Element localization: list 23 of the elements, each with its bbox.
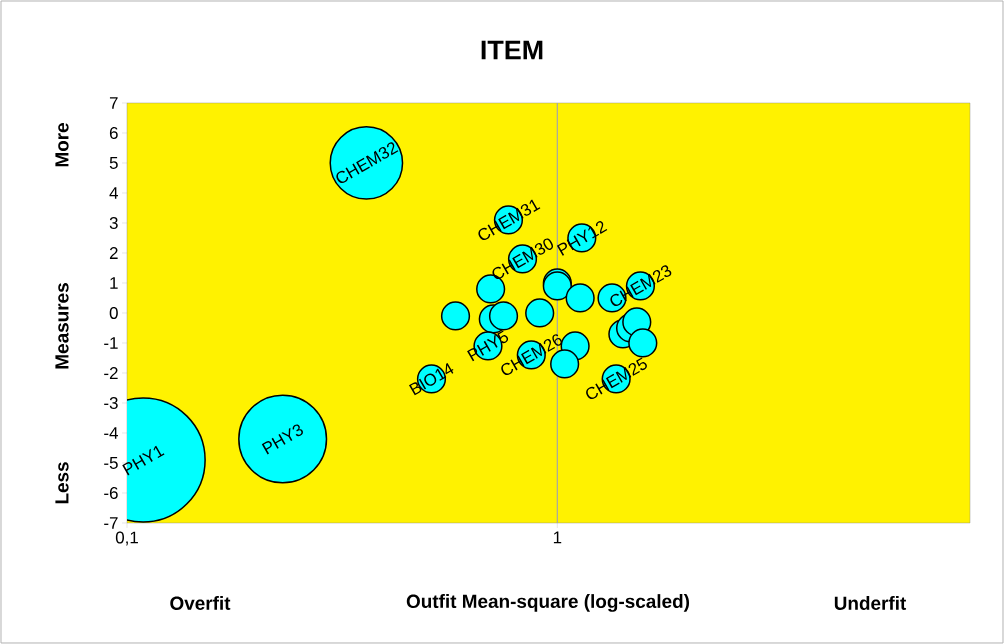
y-tick-label: -3 [104,396,118,409]
y-tick-label: -1 [104,337,118,349]
y-axis-title: Measures [55,283,69,369]
x-tick-label: 0,1 [115,531,138,546]
text: Overfit [170,596,231,610]
text: Underfit [834,596,907,610]
y-tick-label: 5 [109,157,118,169]
text: Less [55,462,69,504]
y-tick-label: 2 [109,247,118,259]
text: More [55,123,69,167]
y-tick-label: -5 [104,457,118,469]
x-axis-title: Outfit Mean-square (log-scaled) [406,594,690,612]
y-tick-label: 7 [109,97,118,109]
y-tick-label: 1 [110,277,118,289]
y-tick-label: -6 [104,486,118,499]
y-tick-label: 4 [109,187,118,199]
y-tick-label: 0 [109,306,118,319]
y-tick-label: 6 [109,126,118,139]
y-tick-label: -4 [104,427,118,439]
chart-title: ITEM [481,40,543,60]
y-tick-label: -2 [104,367,118,379]
y-tick-label: -7 [104,517,118,529]
y-tick-label: 3 [109,216,118,229]
